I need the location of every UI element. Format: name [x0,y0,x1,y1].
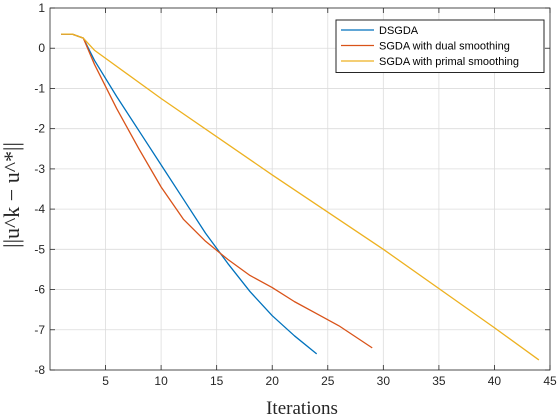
y-axis-label: ||u^k − u^*|| [0,142,24,248]
x-tick-label: 35 [432,374,446,388]
x-axis-label: Iterations [266,398,338,419]
series-line-2 [61,33,373,349]
x-tick-label: 15 [210,374,224,388]
x-tick-label: 5 [102,374,109,388]
series-line-3 [61,33,540,361]
axis-ticks: 5 10 15 20 25 30 35 40 45 -8 -7 -6 -5 -4 -3 -2 -1 0 1 [34,1,557,388]
x-tick-label: 45 [543,374,557,388]
x-tick-label: 20 [266,374,280,388]
axes-box [49,7,551,371]
legend-label-1: DSGDA [379,25,419,37]
y-tick-label: -7 [34,323,45,337]
y-tick-label: -5 [34,242,45,256]
legend: DSGDA SGDA with dual smoothing SGDA with p… [335,19,545,73]
y-tick-label: 1 [38,1,45,15]
x-tick-label: 10 [154,374,168,388]
x-tick-label: 30 [377,374,391,388]
x-tick-label: 25 [321,374,335,388]
y-tick-label: -3 [34,162,45,176]
y-tick-label: -1 [34,81,45,95]
legend-label-2: SGDA with dual smoothing [379,41,510,53]
y-tick-label: -6 [34,283,45,297]
y-tick-label: 0 [38,41,45,55]
y-tick-label: -4 [34,202,45,216]
legend-label-3: SGDA with primal smoothing [379,56,519,68]
plot-area [61,33,540,361]
y-tick-label: -2 [34,122,45,136]
y-tick-label: -8 [34,363,45,377]
x-tick-label: 40 [488,374,502,388]
legend-box [335,19,545,73]
